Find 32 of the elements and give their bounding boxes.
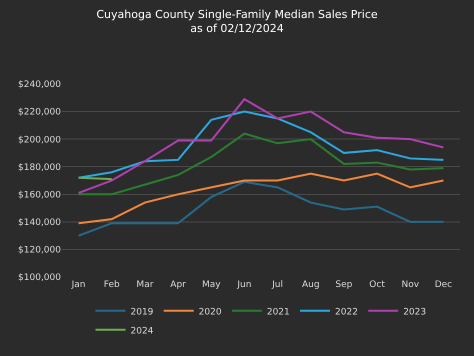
legend-label: 2022 <box>335 307 358 318</box>
x-tick-label: Oct <box>369 280 386 290</box>
line-series <box>78 132 444 196</box>
y-tick-label: $200,000 <box>18 135 62 146</box>
line-series <box>78 110 444 179</box>
line-series <box>78 98 444 194</box>
x-tick-label: Feb <box>104 280 120 290</box>
x-tick-label: Jan <box>70 280 86 290</box>
x-tick-label: Dec <box>434 280 452 290</box>
x-tick-label: May <box>202 280 222 290</box>
y-tick-label: $220,000 <box>18 108 62 118</box>
x-tick-label: Jul <box>271 280 284 290</box>
legend-label: 2023 <box>403 307 426 318</box>
x-tick-label: Nov <box>401 280 420 290</box>
x-tick-label: Apr <box>170 280 186 290</box>
y-tick-label: $240,000 <box>18 80 62 90</box>
chart-title: Cuyahoga County Single-Family Median Sales Price as of 02/12/2024 <box>96 8 378 36</box>
legend-label: 2021 <box>266 307 290 318</box>
legend-label: 2024 <box>130 326 154 336</box>
y-tick-label: $160,000 <box>18 190 62 200</box>
x-tick-label: Mar <box>136 280 154 290</box>
line-series <box>78 172 444 224</box>
y-tick-label: $140,000 <box>18 218 62 228</box>
y-tick-label: $100,000 <box>18 273 62 284</box>
line-series <box>78 180 444 237</box>
legend-label: 2020 <box>198 307 222 318</box>
x-tick-label: Jun <box>236 280 252 290</box>
y-tick-label: $180,000 <box>18 162 62 173</box>
x-tick-label: Aug <box>302 280 320 290</box>
y-tick-label: $120,000 <box>18 246 62 256</box>
x-tick-label: Sep <box>335 280 353 290</box>
legend-label: 2019 <box>130 307 154 318</box>
